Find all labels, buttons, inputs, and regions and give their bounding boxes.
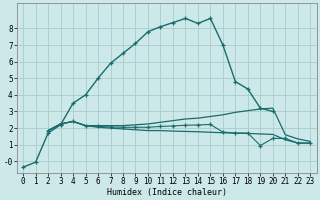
X-axis label: Humidex (Indice chaleur): Humidex (Indice chaleur): [107, 188, 227, 197]
